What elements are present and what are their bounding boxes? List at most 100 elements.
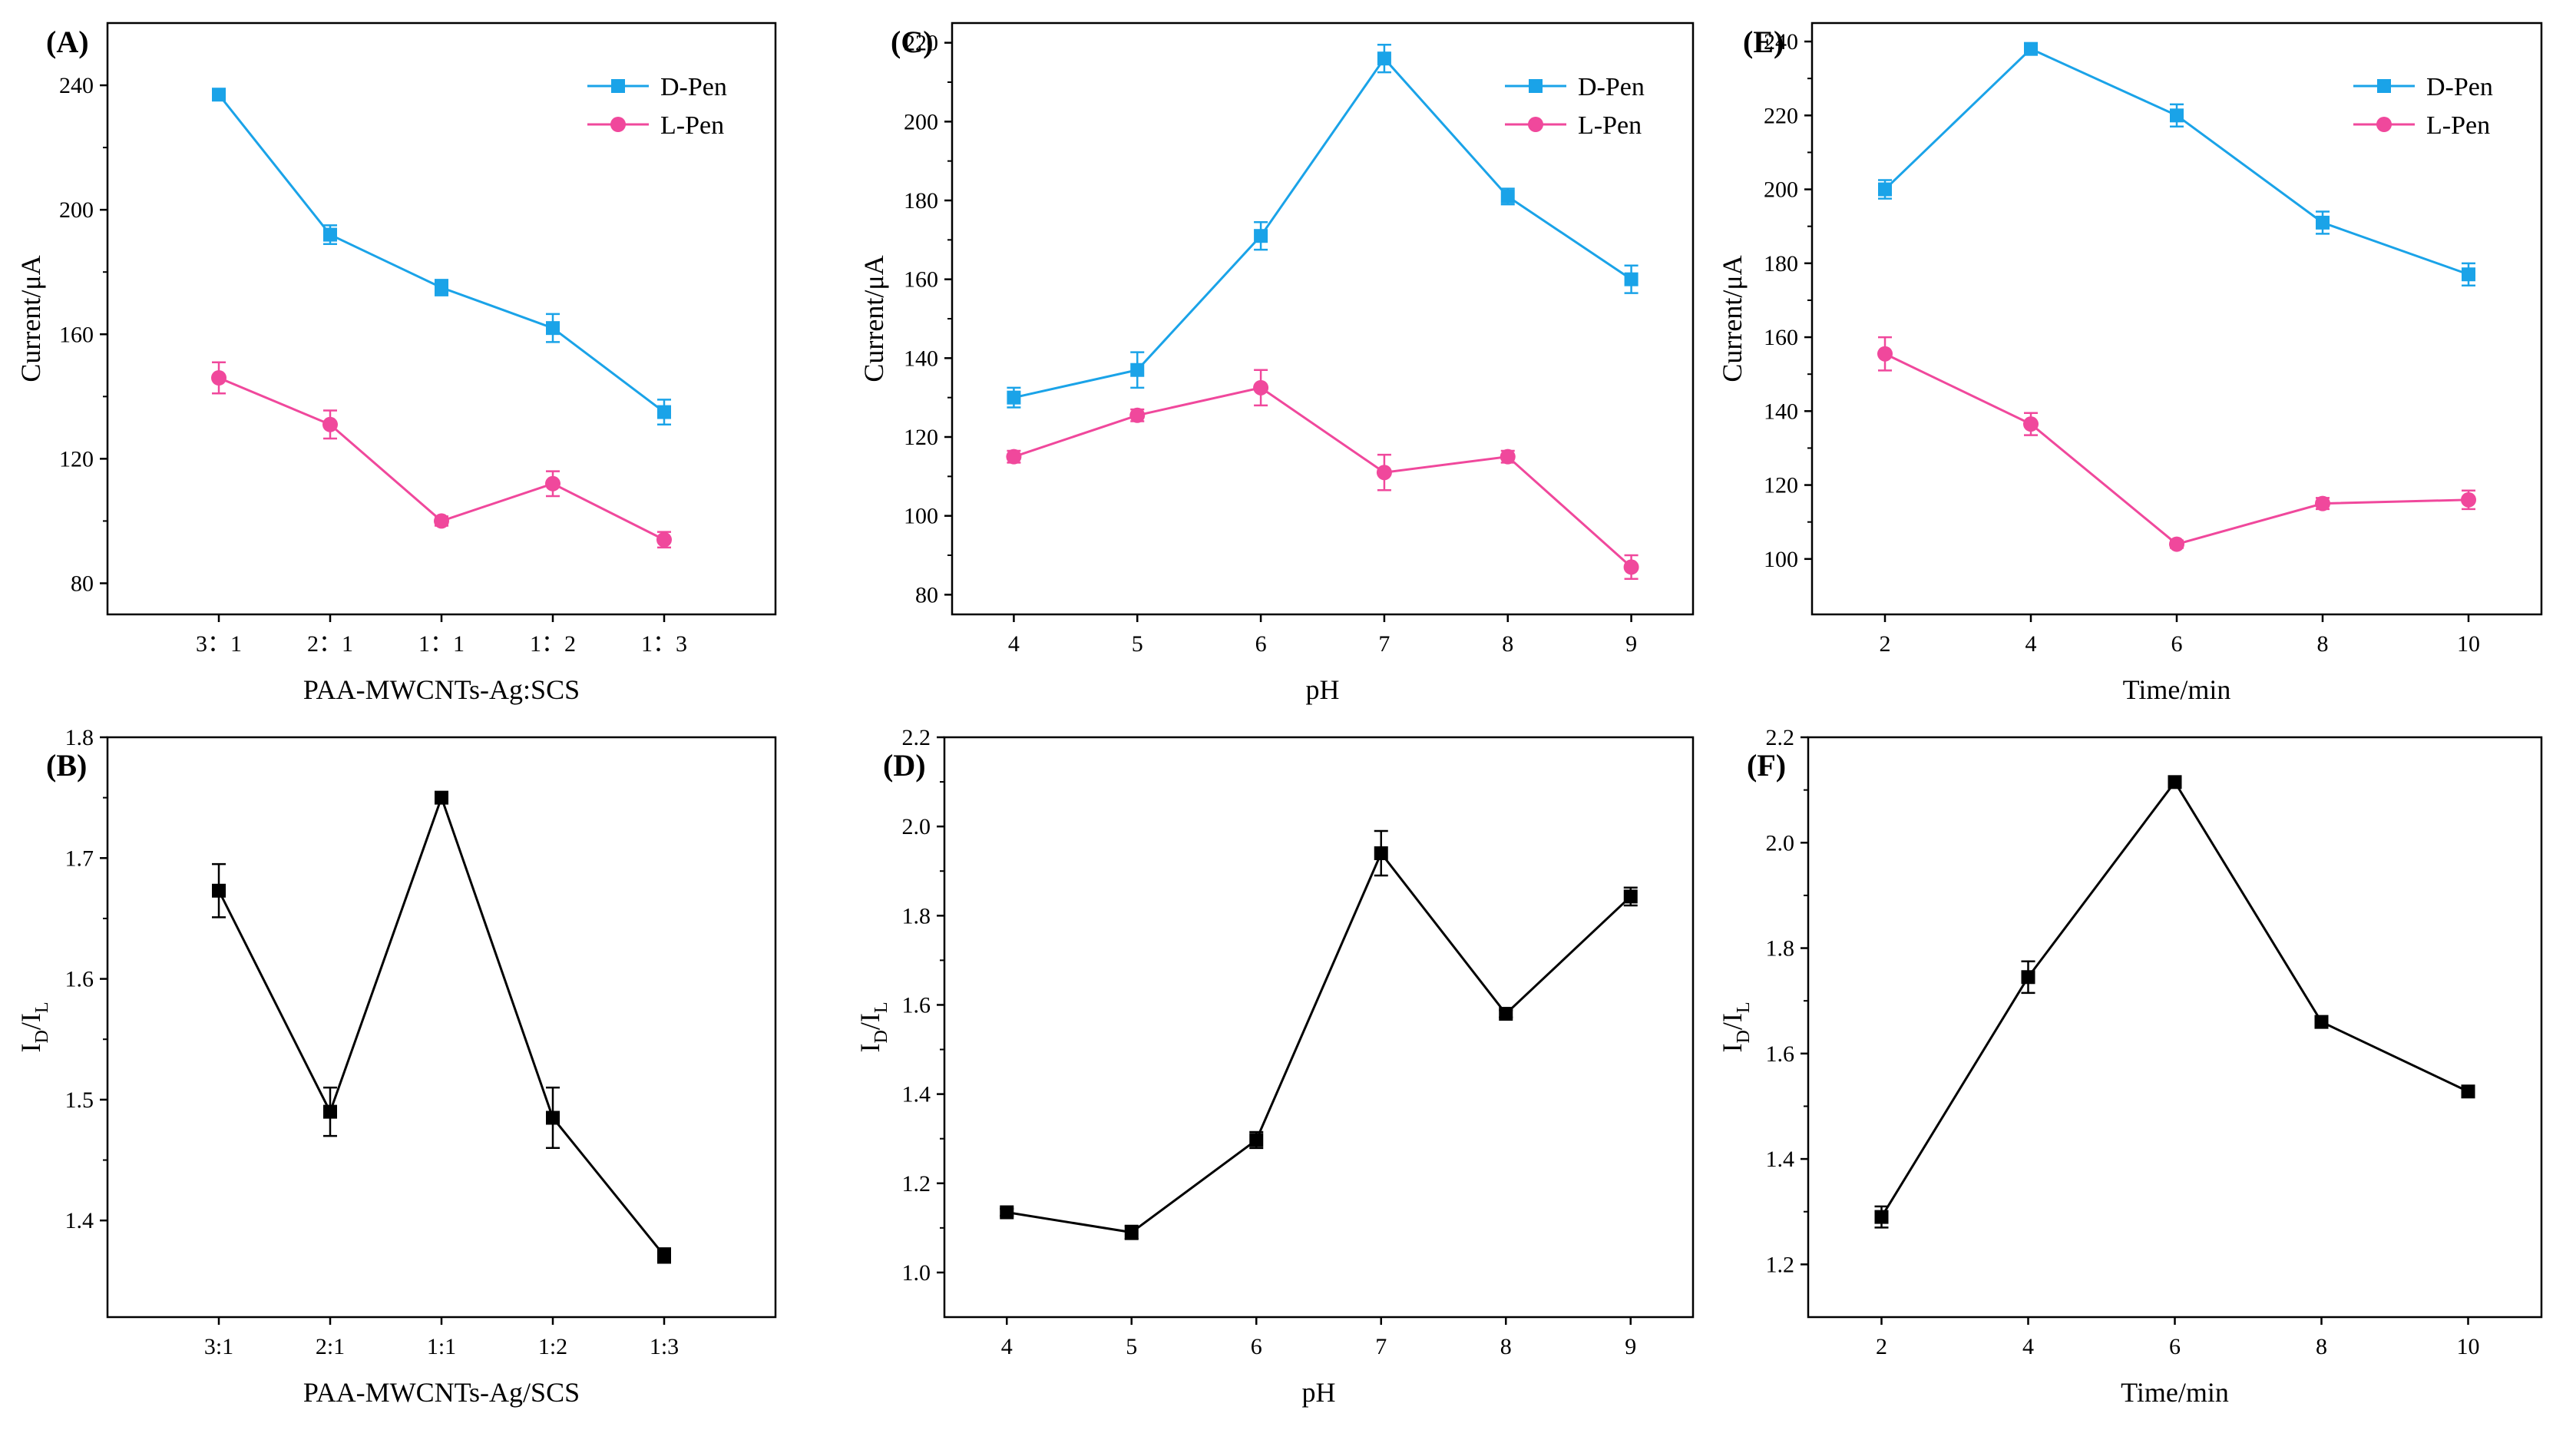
data-point bbox=[656, 531, 672, 548]
y-tick-label: 1.8 bbox=[902, 903, 931, 929]
y-tick-label: 2.2 bbox=[1766, 725, 1795, 750]
data-point bbox=[1623, 889, 1638, 904]
x-tick-label: 7 bbox=[1378, 631, 1390, 657]
series-l-pen bbox=[211, 361, 672, 549]
y-tick-label: 1.0 bbox=[902, 1260, 931, 1286]
data-point bbox=[1624, 272, 1639, 286]
y-tick-label: 120 bbox=[1764, 473, 1798, 498]
x-tick-label: 1:1 bbox=[427, 1334, 456, 1359]
series-ratio bbox=[1874, 775, 2475, 1229]
legend-marker bbox=[610, 117, 626, 132]
y-tick-label: 160 bbox=[904, 267, 938, 293]
x-axis-title: PAA-MWCNTs-Ag/SCS bbox=[303, 1377, 580, 1408]
data-point bbox=[2461, 1084, 2475, 1099]
data-point bbox=[1500, 189, 1515, 204]
y-tick-label: 1.6 bbox=[1766, 1041, 1795, 1067]
plot-frame bbox=[106, 736, 777, 1319]
chart-panel-b: 1.4 1.5 1.6 1.7 1.8 3:1 2:1 1:1 1:2 1:3 PAA-MWCNTs… bbox=[15, 725, 777, 1408]
legend: D-Pen L-Pen bbox=[1505, 73, 1645, 140]
data-point bbox=[1129, 407, 1146, 423]
x-tick-label: 2:1 bbox=[316, 1334, 345, 1359]
x-tick-label: 5 bbox=[1132, 631, 1143, 657]
y-tick-label: 120 bbox=[59, 446, 94, 472]
data-point bbox=[2023, 416, 2039, 432]
y-tick-label: 1.4 bbox=[65, 1208, 94, 1233]
legend-marker bbox=[1528, 117, 1543, 132]
x-tick-label: 4 bbox=[2025, 631, 2037, 657]
y-tick-label: 80 bbox=[915, 582, 938, 607]
y-axis-title: Current/μA bbox=[858, 255, 889, 382]
data-point bbox=[212, 88, 226, 102]
series-line bbox=[1013, 386, 1632, 568]
legend-marker bbox=[611, 79, 625, 93]
x-axis-title: Time/min bbox=[2121, 1377, 2229, 1408]
y-tick-label: 100 bbox=[1764, 547, 1798, 572]
y-tick-label: 220 bbox=[904, 31, 938, 56]
series-line bbox=[1880, 780, 2469, 1218]
x-axis-title: Time/min bbox=[2123, 674, 2231, 705]
series-line bbox=[217, 94, 665, 413]
x-tick-label: 8 bbox=[1500, 1334, 1512, 1359]
legend-marker bbox=[2377, 79, 2391, 93]
y-tick-label: 1.8 bbox=[65, 725, 94, 750]
data-point bbox=[212, 883, 226, 898]
x-tick-label: 4 bbox=[1001, 1334, 1013, 1359]
data-point bbox=[1253, 379, 1269, 396]
series-l-pen bbox=[1006, 369, 1639, 581]
y-axis-title: ID/IL bbox=[855, 1001, 891, 1052]
data-point bbox=[2461, 492, 2476, 508]
data-point bbox=[323, 1104, 337, 1119]
data-point bbox=[1499, 1007, 1513, 1021]
data-point bbox=[2170, 108, 2184, 123]
series-d-pen bbox=[1007, 43, 1639, 409]
data-point bbox=[2168, 775, 2182, 789]
panel-label: (F) bbox=[1747, 748, 1786, 783]
panel-label: (C) bbox=[891, 25, 934, 59]
x-tick-label: 7 bbox=[1375, 1334, 1387, 1359]
x-tick-label: 4 bbox=[2022, 1334, 2034, 1359]
data-point bbox=[2316, 215, 2330, 230]
data-point bbox=[657, 1248, 671, 1263]
legend-label: L-Pen bbox=[1578, 111, 1642, 140]
data-point bbox=[434, 513, 449, 529]
data-point bbox=[322, 416, 338, 432]
x-axis-title: pH bbox=[1306, 674, 1340, 705]
panel-label: (D) bbox=[883, 748, 926, 783]
x-tick-label: 1:2 bbox=[538, 1334, 567, 1359]
y-tick-label: 160 bbox=[1764, 325, 1798, 350]
data-point bbox=[546, 1111, 560, 1125]
x-tick-label: 1：2 bbox=[530, 631, 576, 657]
chart-panel-a: 80 120 160 200 240 3：1 2：1 1：1 1：2 1：3 PAA-MWCNTs-… bbox=[15, 22, 777, 705]
series-line bbox=[1007, 851, 1632, 1234]
data-point bbox=[2024, 41, 2038, 56]
x-tick-label: 6 bbox=[1251, 1334, 1262, 1359]
data-point bbox=[435, 790, 448, 805]
plot-frame bbox=[1807, 736, 2543, 1319]
y-tick-label: 160 bbox=[59, 322, 94, 347]
series-d-pen bbox=[212, 88, 671, 426]
data-point bbox=[546, 321, 560, 336]
x-tick-label: 3：1 bbox=[196, 631, 242, 657]
data-point bbox=[2315, 495, 2330, 511]
x-tick-label: 8 bbox=[2317, 631, 2329, 657]
y-tick-label: 140 bbox=[904, 346, 938, 371]
legend: D-Pen L-Pen bbox=[2353, 73, 2493, 140]
y-axis-title: ID/IL bbox=[1717, 1001, 1754, 1052]
x-tick-label: 1:3 bbox=[650, 1334, 679, 1359]
data-point bbox=[1007, 390, 1021, 405]
legend-marker bbox=[2376, 117, 2392, 132]
y-tick-label: 1.5 bbox=[65, 1087, 94, 1113]
y-tick-label: 240 bbox=[1764, 29, 1798, 55]
data-point bbox=[435, 280, 448, 295]
legend-label: D-Pen bbox=[660, 73, 727, 101]
data-point bbox=[323, 227, 337, 242]
y-tick-label: 80 bbox=[71, 571, 94, 596]
y-tick-label: 240 bbox=[59, 73, 94, 98]
data-point bbox=[211, 370, 227, 386]
data-point bbox=[2169, 536, 2184, 552]
y-tick-label: 1.2 bbox=[1766, 1252, 1795, 1277]
y-tick-label: 200 bbox=[1764, 177, 1798, 203]
data-point bbox=[2462, 267, 2475, 282]
plot-frame bbox=[943, 736, 1695, 1319]
